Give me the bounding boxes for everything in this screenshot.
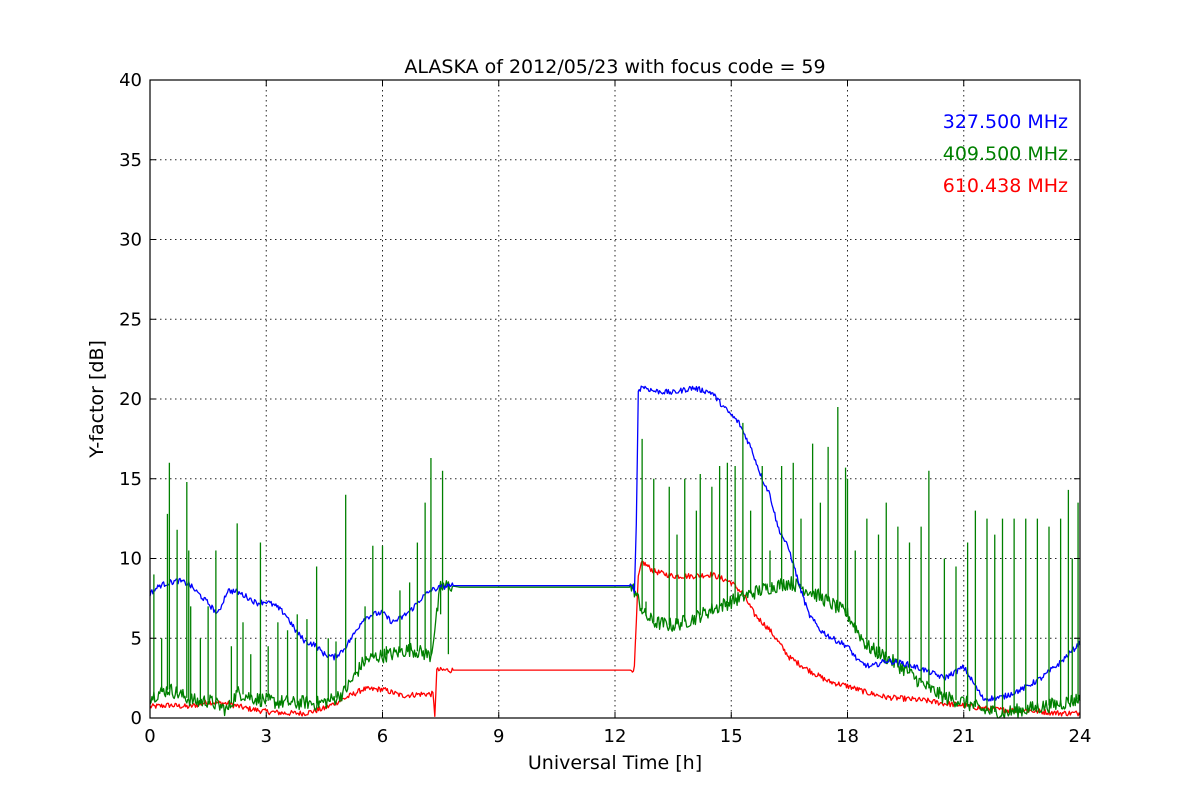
series-line-0 — [149, 385, 1081, 702]
x-tick-label: 24 — [1069, 726, 1092, 747]
legend-entry-1: 409.500 MHz — [943, 143, 1068, 165]
y-axis-label: Y-factor [dB] — [86, 340, 108, 459]
x-tick-label: 9 — [493, 726, 504, 747]
y-tick-label: 35 — [119, 150, 142, 171]
x-tick-label: 0 — [144, 726, 155, 747]
x-tick-label: 6 — [377, 726, 388, 747]
y-tick-label: 5 — [131, 628, 142, 649]
x-axis-label: Universal Time [h] — [528, 752, 702, 774]
legend-entry-2: 610.438 MHz — [943, 175, 1068, 197]
grid-layer — [150, 80, 1080, 718]
series-layer — [149, 385, 1081, 719]
y-tick-label: 40 — [119, 70, 142, 91]
x-tick-label: 15 — [720, 726, 743, 747]
y-tick-label: 15 — [119, 469, 142, 490]
legend: 327.500 MHz 409.500 MHz 610.438 MHz — [943, 111, 1068, 197]
chart-title: ALASKA of 2012/05/23 with focus code = 5… — [404, 56, 825, 78]
series-line-1 — [149, 576, 1081, 719]
y-tick-label: 20 — [119, 389, 142, 410]
x-tick-label: 21 — [952, 726, 975, 747]
x-tick-label: 3 — [261, 726, 272, 747]
y-tick-label: 30 — [119, 230, 142, 251]
y-tick-label: 0 — [131, 708, 142, 729]
y-tick-label: 10 — [119, 549, 142, 570]
tick-layer: 0 3 6 9 12 15 18 21 24 0 5 10 15 20 25 30 35 40 — [119, 70, 1091, 747]
y-tick-label: 25 — [119, 309, 142, 330]
x-tick-label: 12 — [604, 726, 627, 747]
x-tick-label: 18 — [836, 726, 859, 747]
legend-entry-0: 327.500 MHz — [943, 111, 1068, 133]
series-line-2 — [149, 560, 1081, 717]
